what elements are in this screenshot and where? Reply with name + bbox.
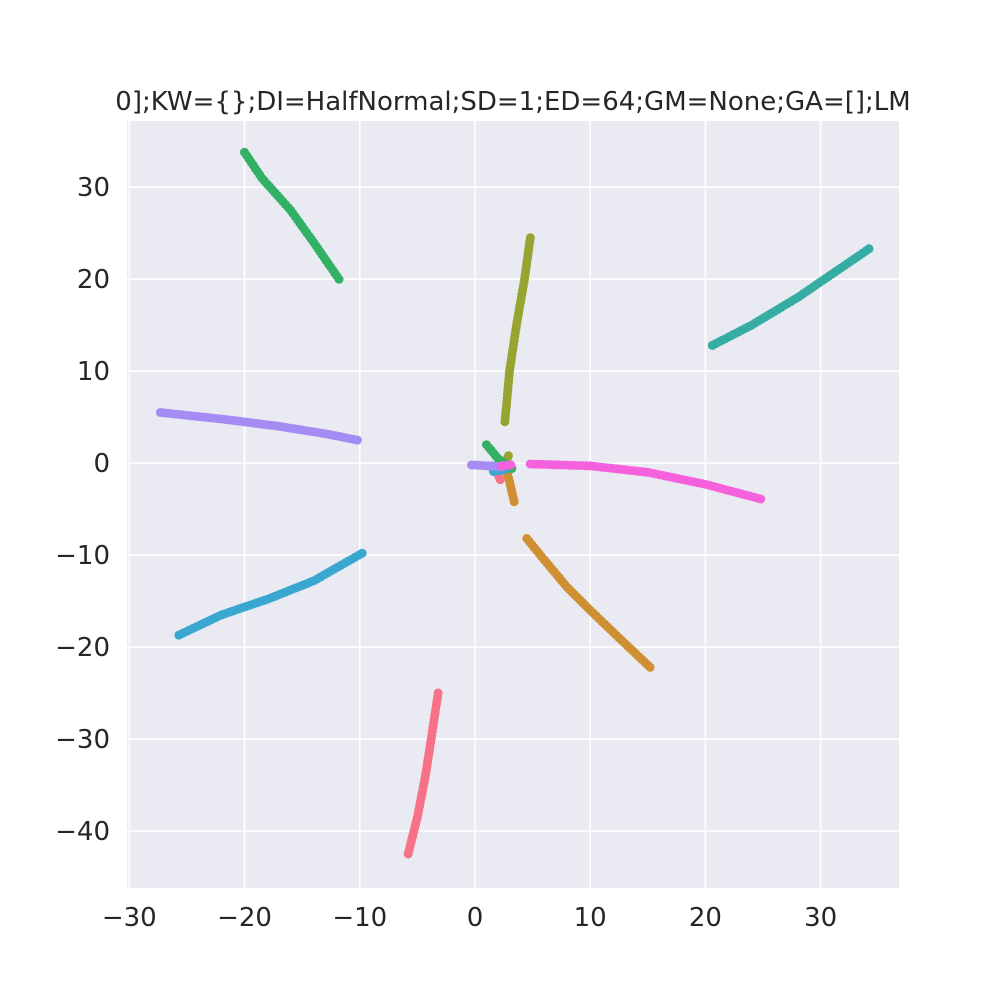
y-tick-label: 10 [77, 357, 110, 387]
series-7-point [506, 460, 516, 470]
x-tick-label: 20 [689, 903, 722, 933]
x-axis-ticks: −30 −20 −10 0 10 20 30 [102, 903, 837, 933]
series-1-point [645, 662, 655, 672]
x-tick-label: 30 [804, 903, 837, 933]
grid-lines [127, 121, 899, 888]
x-tick-label: 0 [467, 903, 484, 933]
chart-title: 0];KW={};DI=HalfNormal;SD=1;ED=64;GM=Non… [115, 87, 910, 117]
y-tick-label: 30 [77, 173, 110, 203]
x-tick-label: −10 [332, 903, 387, 933]
y-tick-label: −20 [55, 633, 110, 663]
series-3-point [334, 274, 344, 284]
series-0-point [403, 849, 413, 859]
data-points [155, 147, 874, 859]
x-tick-label: 10 [574, 903, 607, 933]
y-axis-ticks: −40 −30 −20 −10 0 10 20 30 [55, 173, 110, 847]
y-tick-label: 0 [93, 449, 110, 479]
y-tick-label: −40 [55, 817, 110, 847]
x-tick-label: −30 [102, 903, 157, 933]
y-tick-label: −30 [55, 725, 110, 755]
series-4-point [864, 244, 874, 254]
series-1-point [509, 497, 519, 507]
series-6-point [352, 435, 362, 445]
series-7-point [756, 494, 766, 504]
y-tick-label: −10 [55, 541, 110, 571]
series-5-point [357, 548, 367, 558]
y-tick-label: 20 [77, 265, 110, 295]
series-2-point [500, 417, 510, 427]
x-tick-label: −20 [217, 903, 272, 933]
